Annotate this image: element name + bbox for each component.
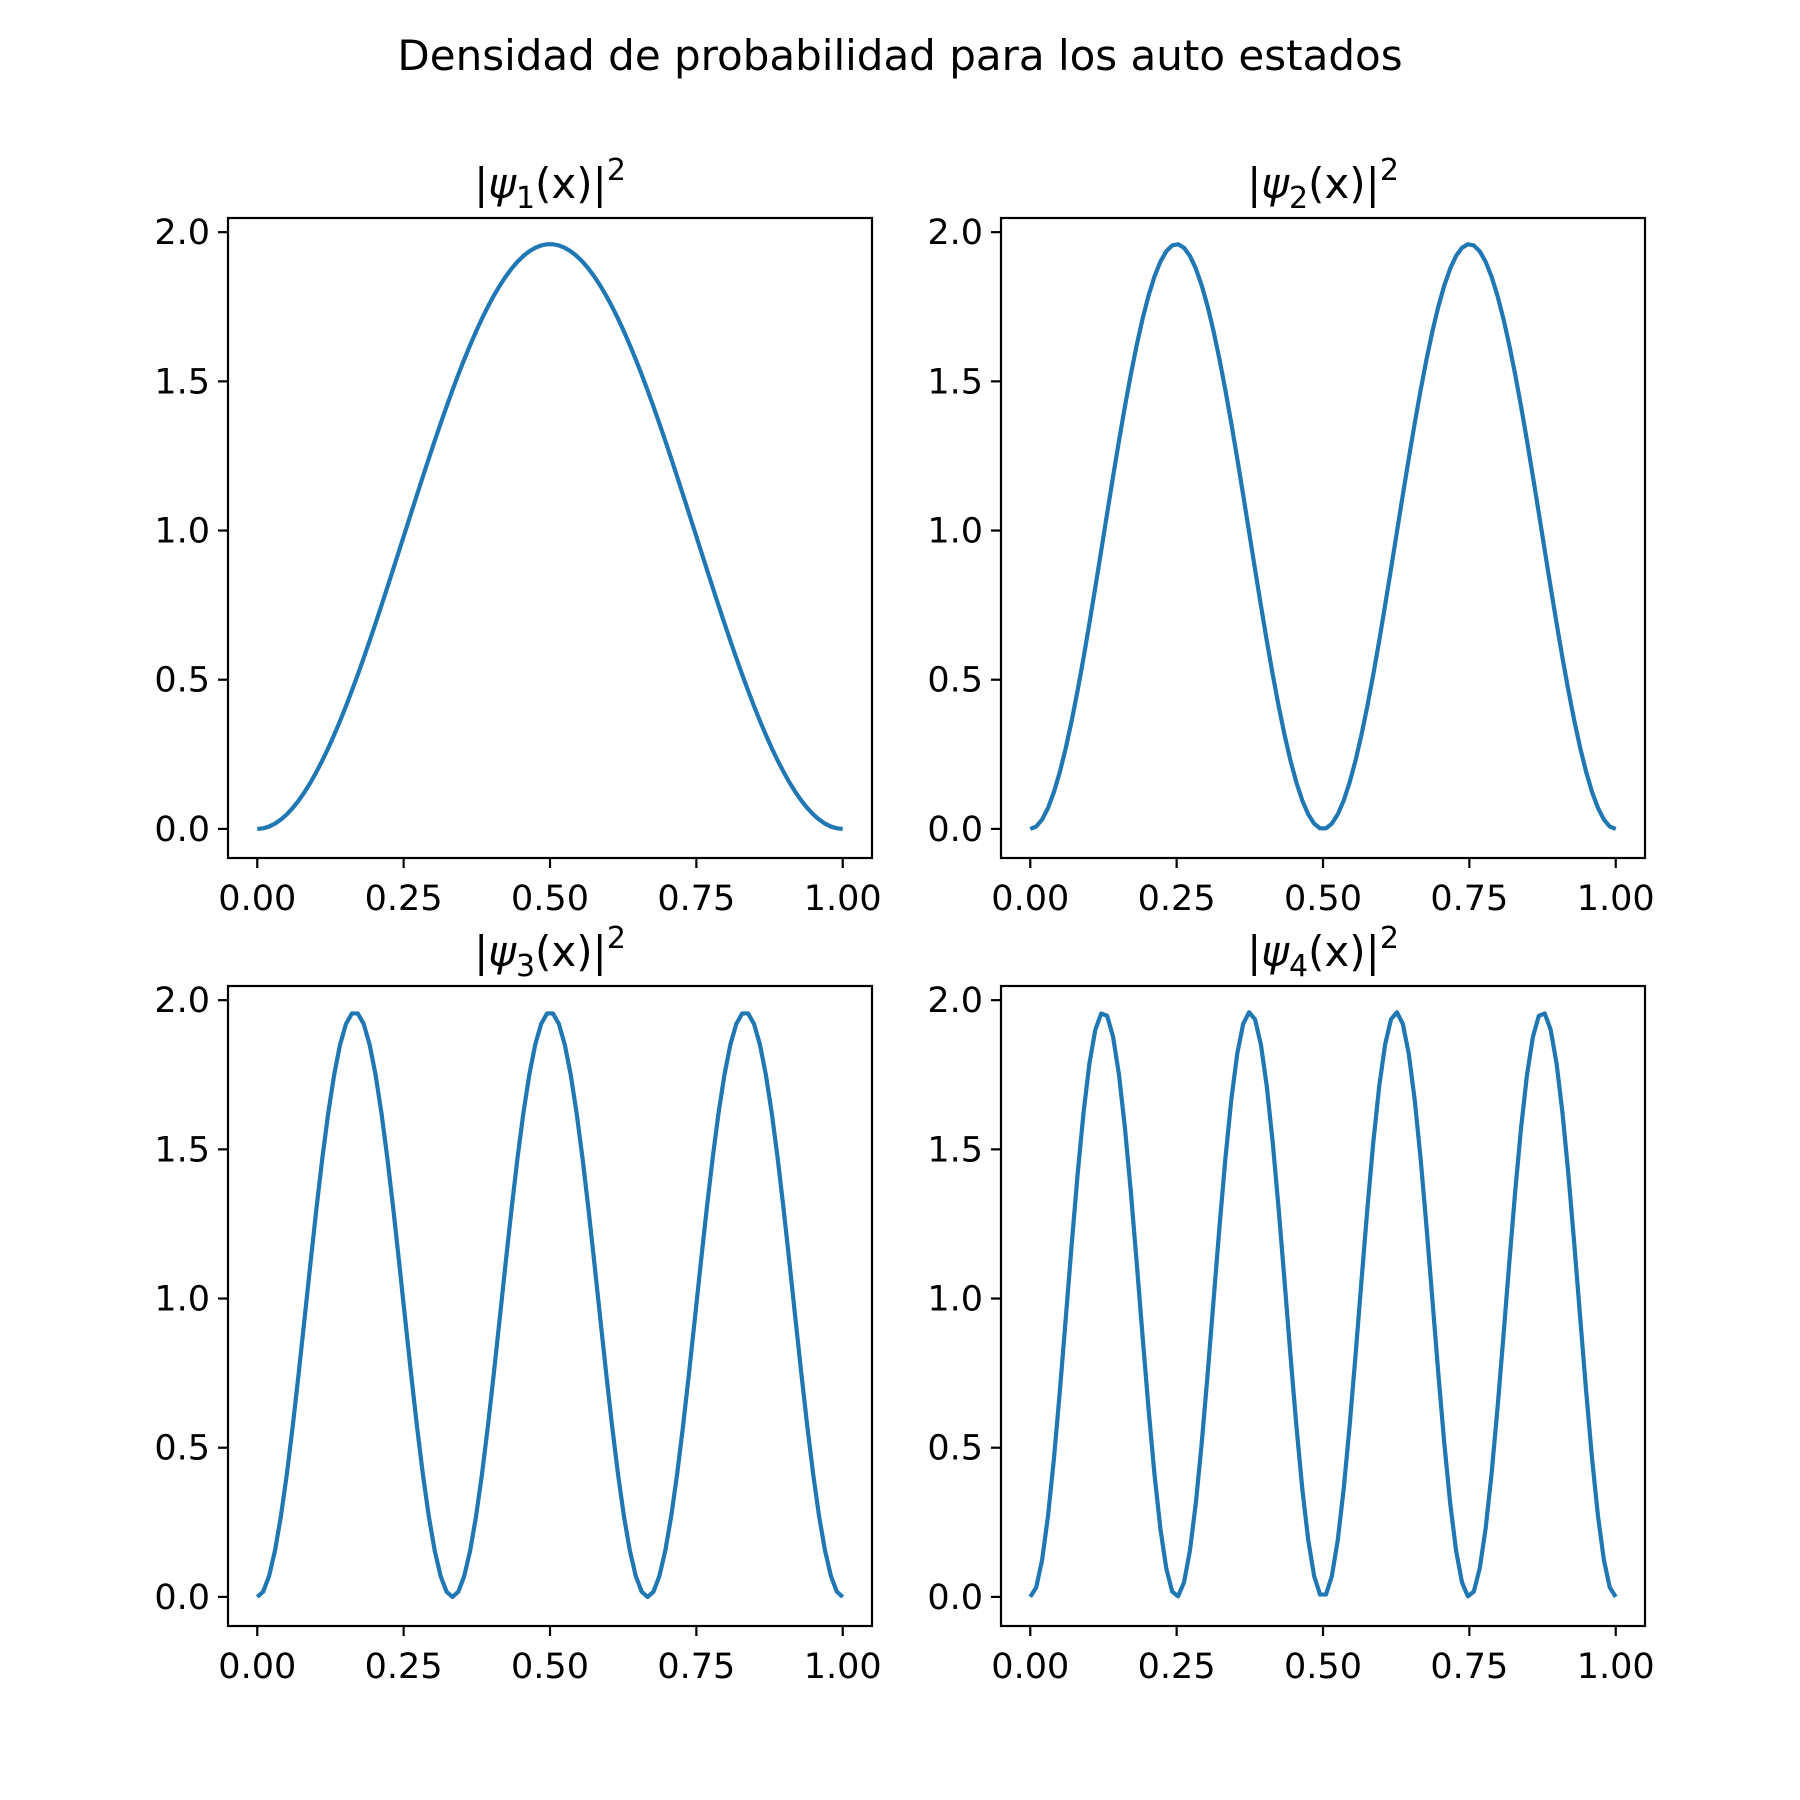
- subplot-1: 0.00 0.25 0.50 0.75 1.00 0.0 0.5 1.0 1.5 2.0 |ψ1(x…: [154, 153, 881, 919]
- y-tick-label: 1.5: [154, 362, 210, 402]
- y-tick-label: 0.0: [154, 1578, 210, 1618]
- y-tick-label: 2.0: [154, 981, 210, 1021]
- y-tick-label: 2.0: [927, 213, 983, 253]
- title-subscript: 1: [516, 181, 535, 216]
- y-tick-label: 0.5: [927, 661, 983, 701]
- subplot-title: |ψ2(x)|2: [1247, 153, 1399, 216]
- y-tick-label: 1.0: [927, 1280, 983, 1320]
- y-tick-label: 1.0: [927, 512, 983, 552]
- x-tick-label: 0.25: [365, 879, 443, 919]
- x-tick-label: 0.75: [1430, 1647, 1508, 1687]
- title-subscript: 3: [516, 949, 535, 984]
- x-tick-label: 0.50: [511, 1647, 589, 1687]
- x-tick-label: 0.75: [657, 1647, 735, 1687]
- series-line-psi-2: [1029, 242, 1617, 831]
- subplot-2: 0.00 0.25 0.50 0.75 1.000.00.51.01.52.0|ψ2(x…: [927, 153, 1654, 919]
- x-tick-label: 0.00: [991, 879, 1069, 919]
- y-tick-label: 0.5: [154, 661, 210, 701]
- x-tick-label: 0.25: [1138, 879, 1216, 919]
- title-argument: (x)|: [535, 159, 607, 208]
- x-tick-label: 1.00: [804, 879, 882, 919]
- subplots: 0.00 0.25 0.50 0.75 1.000.00.51.01.52.0|ψ1(x…: [154, 153, 1654, 1687]
- y-tick-label: 1.5: [927, 1130, 983, 1170]
- y-tick-label: 1.5: [927, 362, 983, 402]
- title-argument: (x)|: [535, 927, 607, 976]
- y-tick-label: 1.0: [154, 1280, 210, 1320]
- y-tick-label: 0.0: [927, 810, 983, 850]
- y-tick-label: 1.0: [154, 512, 210, 552]
- x-tick-label: 0.00: [991, 1647, 1069, 1687]
- x-tick-label: 0.25: [1138, 1647, 1216, 1687]
- y-tick-label: 2.0: [154, 213, 210, 253]
- x-tick-label: 0.25: [365, 1647, 443, 1687]
- x-tick-label: 0.75: [1430, 879, 1508, 919]
- subplot-title: |ψ4(x)|2: [1247, 921, 1399, 984]
- x-tick-label: 0.00: [218, 1647, 296, 1687]
- title-superscript: 2: [1380, 921, 1399, 956]
- subplot-title: |ψ1(x)|2: [474, 153, 626, 216]
- title-psi: |ψ: [1247, 159, 1290, 208]
- title-argument: (x)|: [1308, 927, 1380, 976]
- title-psi: |ψ: [474, 159, 517, 208]
- figure-title: Densidad de probabilidad para los auto e…: [397, 31, 1402, 80]
- title-psi: |ψ: [1247, 927, 1290, 976]
- subplot-4: 0.00 0.25 0.50 0.75 1.00 0.0 0.5 1.0 1.5 2.0 |ψ4(x…: [927, 921, 1654, 1687]
- x-tick-label: 1.00: [804, 1647, 882, 1687]
- x-tick-label: 0.00: [218, 879, 296, 919]
- title-superscript: 2: [607, 153, 626, 188]
- y-tick-label: 2.0: [927, 981, 983, 1021]
- subplot-3: 0.00 0.25 0.50 0.75 1.00 0.0 0.5 1.0 1.5 2.0 |ψ3(x…: [154, 921, 881, 1687]
- title-subscript: 4: [1289, 949, 1308, 984]
- y-tick-label: 0.5: [154, 1429, 210, 1469]
- title-subscript: 2: [1289, 181, 1308, 216]
- title-argument: (x)|: [1308, 159, 1380, 208]
- series-line-psi-4: [1028, 1010, 1618, 1599]
- subplot-title: |ψ3(x)|2: [474, 921, 626, 984]
- y-tick-label: 0.0: [154, 810, 210, 850]
- series-line-psi-1: [257, 242, 843, 831]
- title-superscript: 2: [607, 921, 626, 956]
- title-superscript: 2: [1380, 153, 1399, 188]
- x-tick-label: 0.50: [1284, 879, 1362, 919]
- x-tick-label: 0.75: [657, 879, 735, 919]
- x-tick-label: 0.50: [1284, 1647, 1362, 1687]
- x-tick-label: 0.50: [511, 879, 589, 919]
- x-tick-label: 1.00: [1577, 1647, 1655, 1687]
- y-tick-label: 0.5: [927, 1429, 983, 1469]
- series-line-psi-3: [255, 1011, 845, 1600]
- y-tick-label: 0.0: [927, 1578, 983, 1618]
- title-psi: |ψ: [474, 927, 517, 976]
- x-tick-label: 1.00: [1577, 879, 1655, 919]
- y-tick-label: 1.5: [154, 1130, 210, 1170]
